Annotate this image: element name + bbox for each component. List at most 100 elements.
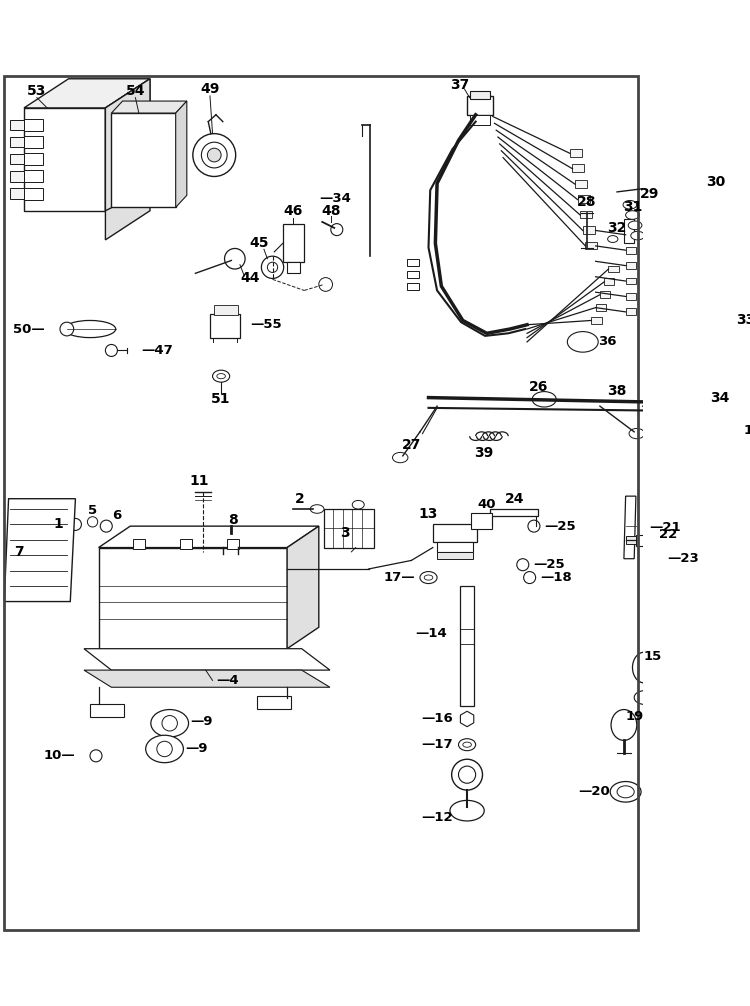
Text: 49: 49	[200, 82, 220, 96]
Text: —9: —9	[185, 742, 208, 756]
Polygon shape	[4, 499, 76, 602]
Bar	[214, 305, 238, 315]
Bar	[591, 317, 602, 324]
Ellipse shape	[532, 391, 556, 407]
Text: 19: 19	[625, 710, 644, 723]
Bar	[580, 210, 592, 218]
Bar	[24, 119, 43, 131]
Text: 13: 13	[419, 507, 438, 521]
Text: 17—: 17—	[384, 571, 416, 584]
Bar	[10, 137, 24, 147]
Bar	[407, 259, 419, 267]
Ellipse shape	[628, 221, 642, 229]
Text: 28: 28	[578, 195, 597, 209]
Circle shape	[224, 248, 245, 269]
Text: 33: 33	[736, 314, 750, 328]
Circle shape	[517, 558, 529, 570]
Bar	[10, 188, 24, 199]
Circle shape	[262, 257, 284, 279]
Text: 11: 11	[189, 474, 209, 488]
Ellipse shape	[217, 373, 226, 378]
Bar	[90, 704, 124, 717]
Circle shape	[268, 263, 278, 273]
Bar	[324, 509, 374, 547]
Bar	[626, 293, 636, 300]
Bar	[133, 539, 145, 549]
Circle shape	[524, 571, 536, 583]
Ellipse shape	[392, 453, 408, 463]
Text: 29: 29	[640, 187, 659, 200]
Text: —18: —18	[540, 571, 572, 584]
Ellipse shape	[610, 782, 641, 802]
Polygon shape	[106, 78, 150, 239]
Bar	[626, 309, 636, 315]
Text: 15: 15	[644, 650, 662, 663]
Bar	[24, 136, 43, 148]
Polygon shape	[24, 78, 150, 108]
Circle shape	[193, 134, 236, 176]
Text: 24: 24	[505, 492, 524, 506]
Bar	[626, 278, 636, 285]
Bar	[608, 266, 619, 273]
Ellipse shape	[632, 652, 656, 683]
Bar	[24, 153, 43, 165]
Text: —25: —25	[533, 558, 565, 571]
Polygon shape	[84, 649, 330, 670]
Text: 40: 40	[478, 498, 496, 511]
Circle shape	[90, 749, 102, 762]
Text: —14: —14	[416, 627, 447, 640]
Bar	[180, 539, 192, 549]
Bar	[626, 231, 636, 238]
Bar	[24, 187, 43, 199]
Text: 6: 6	[112, 509, 122, 522]
Ellipse shape	[617, 786, 634, 798]
Text: 8: 8	[228, 513, 238, 527]
Text: 36: 36	[598, 335, 616, 348]
Bar	[596, 304, 606, 311]
Text: 50—: 50—	[13, 323, 44, 336]
Ellipse shape	[146, 735, 184, 763]
Text: 51: 51	[211, 392, 231, 406]
Circle shape	[331, 223, 343, 235]
Circle shape	[645, 551, 661, 566]
Polygon shape	[98, 526, 319, 547]
Text: 27: 27	[402, 438, 421, 452]
Bar	[626, 246, 636, 254]
Bar	[470, 115, 490, 125]
Circle shape	[319, 278, 332, 292]
Ellipse shape	[463, 742, 471, 747]
Circle shape	[162, 715, 178, 731]
Circle shape	[157, 741, 172, 757]
Text: 46: 46	[284, 204, 303, 217]
Bar	[433, 524, 477, 541]
Bar	[471, 513, 492, 529]
Ellipse shape	[310, 505, 324, 513]
Text: 7: 7	[14, 545, 24, 559]
Bar	[572, 164, 584, 172]
Bar	[407, 271, 419, 279]
Bar	[626, 536, 636, 544]
Ellipse shape	[626, 210, 639, 219]
Bar	[10, 154, 24, 164]
Bar	[636, 535, 658, 546]
Circle shape	[650, 555, 656, 562]
Ellipse shape	[64, 321, 116, 338]
Circle shape	[88, 517, 98, 527]
Ellipse shape	[709, 321, 740, 345]
Ellipse shape	[212, 370, 230, 382]
Ellipse shape	[659, 177, 671, 186]
Text: 3: 3	[340, 526, 350, 540]
Ellipse shape	[716, 416, 729, 425]
Text: —4: —4	[216, 674, 238, 687]
Ellipse shape	[608, 235, 618, 242]
Text: —55: —55	[251, 318, 282, 331]
Bar	[626, 263, 636, 269]
Bar	[600, 292, 610, 298]
Polygon shape	[624, 496, 636, 558]
Bar	[437, 552, 473, 558]
Polygon shape	[106, 78, 150, 210]
Polygon shape	[287, 263, 300, 274]
Polygon shape	[176, 101, 187, 207]
Bar	[98, 547, 287, 649]
Bar	[470, 91, 490, 100]
